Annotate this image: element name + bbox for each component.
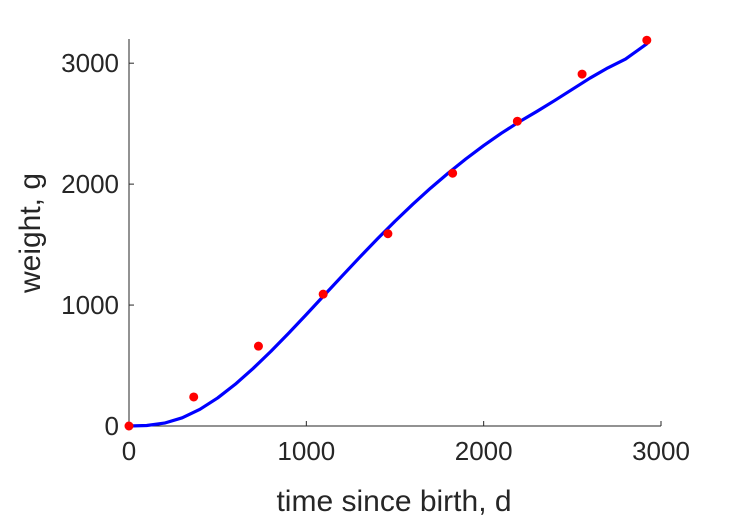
x-tick-label: 1000 bbox=[277, 436, 335, 466]
x-axis-title: time since birth, d bbox=[276, 485, 511, 518]
data-point bbox=[383, 229, 393, 239]
data-point bbox=[512, 116, 522, 126]
data-point bbox=[448, 168, 458, 178]
data-point bbox=[124, 421, 134, 431]
x-tick-label: 0 bbox=[122, 436, 136, 466]
y-tick-label: 2000 bbox=[61, 169, 119, 199]
series-layer bbox=[124, 35, 652, 431]
data-point bbox=[189, 392, 199, 402]
data-point bbox=[253, 341, 263, 351]
data-point bbox=[642, 35, 652, 45]
data-point bbox=[577, 69, 587, 79]
y-axis-title: weight, g bbox=[14, 173, 47, 294]
y-tick-label: 3000 bbox=[61, 48, 119, 78]
axes: 0 1000 2000 3000 0 1000 2000 3000 bbox=[61, 39, 690, 466]
data-point bbox=[318, 289, 328, 299]
x-tick-label: 3000 bbox=[632, 436, 690, 466]
x-tick-label: 2000 bbox=[455, 436, 513, 466]
y-tick-label: 0 bbox=[105, 411, 119, 441]
y-tick-label: 1000 bbox=[61, 290, 119, 320]
